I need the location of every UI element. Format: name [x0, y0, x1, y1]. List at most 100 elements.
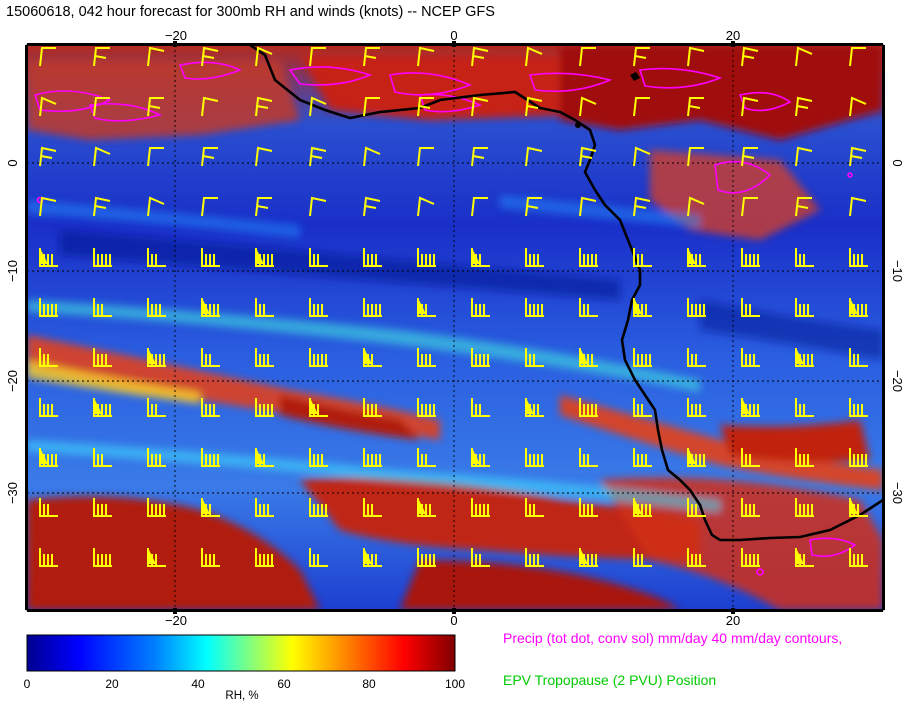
wind-barb	[201, 448, 220, 467]
wind-barb-staff	[795, 197, 812, 217]
wind-barb-staff	[201, 448, 220, 467]
colorbar-title: RH, %	[225, 690, 259, 702]
wind-barb-staff	[525, 348, 544, 367]
wind-barb	[471, 448, 490, 467]
wind-barb-staff	[93, 248, 112, 267]
wind-barb-staff	[471, 46, 489, 67]
wind-barb	[147, 398, 166, 417]
wind-barb	[39, 398, 58, 417]
wind-barb-staff	[525, 498, 544, 517]
coastline	[249, 43, 884, 542]
wind-barb	[363, 498, 382, 517]
wind-barb	[39, 298, 58, 317]
wind-barb-staff	[39, 298, 58, 317]
wind-barb	[255, 46, 273, 67]
wind-barb	[309, 47, 326, 67]
wind-barb	[93, 248, 112, 267]
wind-barb-staff	[579, 548, 598, 567]
wind-barb	[147, 248, 166, 267]
lat-tick-left-2: −10	[5, 260, 20, 282]
colorbar-tick-0: 0	[23, 677, 31, 691]
wind-barb-staff	[741, 147, 758, 167]
wind-barb-staff	[849, 348, 868, 367]
wind-barb	[579, 448, 598, 467]
wind-barb	[309, 196, 327, 217]
wind-barb	[417, 46, 435, 67]
wind-barb	[849, 196, 867, 217]
wind-barb-staff	[309, 348, 328, 367]
wind-barb	[147, 97, 164, 117]
wind-barb-staff	[255, 197, 272, 217]
wind-barb	[687, 448, 706, 467]
wind-barb	[39, 146, 57, 167]
wind-barb-staff	[849, 146, 867, 167]
wind-barb	[417, 248, 436, 267]
wind-barb	[39, 448, 58, 467]
wind-barb-staff	[201, 548, 220, 567]
wind-barb-staff	[687, 498, 706, 517]
wind-barb	[849, 498, 868, 517]
wind-barb-staff	[471, 147, 488, 167]
wind-barb	[633, 348, 652, 367]
wind-barb	[255, 146, 273, 167]
wind-barb	[417, 348, 436, 367]
wind-barb	[741, 96, 759, 117]
wind-barb-staff	[417, 147, 434, 167]
wind-barb	[471, 298, 490, 317]
wind-barb-staff	[363, 398, 382, 417]
wind-barb-staff	[309, 47, 326, 67]
lon-tick-bottom-1: −20	[165, 613, 187, 626]
wind-barb-staff	[849, 498, 868, 517]
wind-barb	[579, 548, 598, 567]
wind-barb-staff	[579, 146, 597, 167]
wind-barb-staff	[147, 147, 164, 167]
wind-barb-staff	[309, 398, 328, 417]
wind-barb-staff	[741, 348, 760, 367]
wind-barb	[147, 498, 166, 517]
wind-barb-staff	[93, 498, 112, 517]
wind-barb	[39, 498, 58, 517]
wind-barb	[147, 348, 166, 367]
wind-barb-staff	[633, 196, 651, 217]
wind-barb-staff	[201, 197, 218, 217]
wind-barb	[525, 96, 543, 117]
colorbar-tick-60: 60	[277, 677, 291, 691]
wind-barb	[687, 398, 706, 417]
wind-barb-staff	[147, 498, 166, 517]
wind-barb-staff	[741, 448, 760, 467]
wind-barb	[525, 498, 544, 517]
wind-barb-staff	[633, 548, 652, 567]
wind-barbs	[39, 46, 868, 567]
wind-barb	[255, 398, 274, 417]
wind-barb	[741, 348, 760, 367]
frame-ticks	[25, 41, 885, 614]
wind-barb-staff	[93, 47, 110, 67]
lon-tick-top-1: −20	[165, 28, 187, 43]
wind-barb	[255, 96, 273, 117]
wind-barb	[687, 196, 705, 217]
wind-barb-staff	[201, 96, 219, 117]
wind-barb-staff	[93, 97, 110, 117]
wind-barb-staff	[471, 548, 490, 567]
wind-barb-staff	[39, 96, 57, 117]
wind-barb	[849, 548, 868, 567]
wind-barb	[633, 298, 652, 317]
wind-barb-staff	[741, 298, 760, 317]
wind-barb	[579, 96, 597, 117]
wind-barb-staff	[417, 448, 436, 467]
wind-barb	[201, 498, 220, 517]
wind-barb	[633, 548, 652, 567]
wind-barb-staff	[795, 96, 813, 117]
wind-barb-staff	[471, 298, 490, 317]
wind-barb	[741, 197, 758, 217]
wind-barb-staff	[309, 196, 327, 217]
wind-barb-staff	[849, 196, 867, 217]
wind-barb	[471, 147, 488, 167]
wind-barb	[363, 348, 382, 367]
wind-barb-staff	[579, 448, 598, 467]
wind-barb	[795, 398, 814, 417]
wind-barb-staff	[147, 97, 164, 117]
wind-barb	[687, 348, 706, 367]
wind-barb	[93, 398, 112, 417]
wind-barb-staff	[579, 348, 598, 367]
